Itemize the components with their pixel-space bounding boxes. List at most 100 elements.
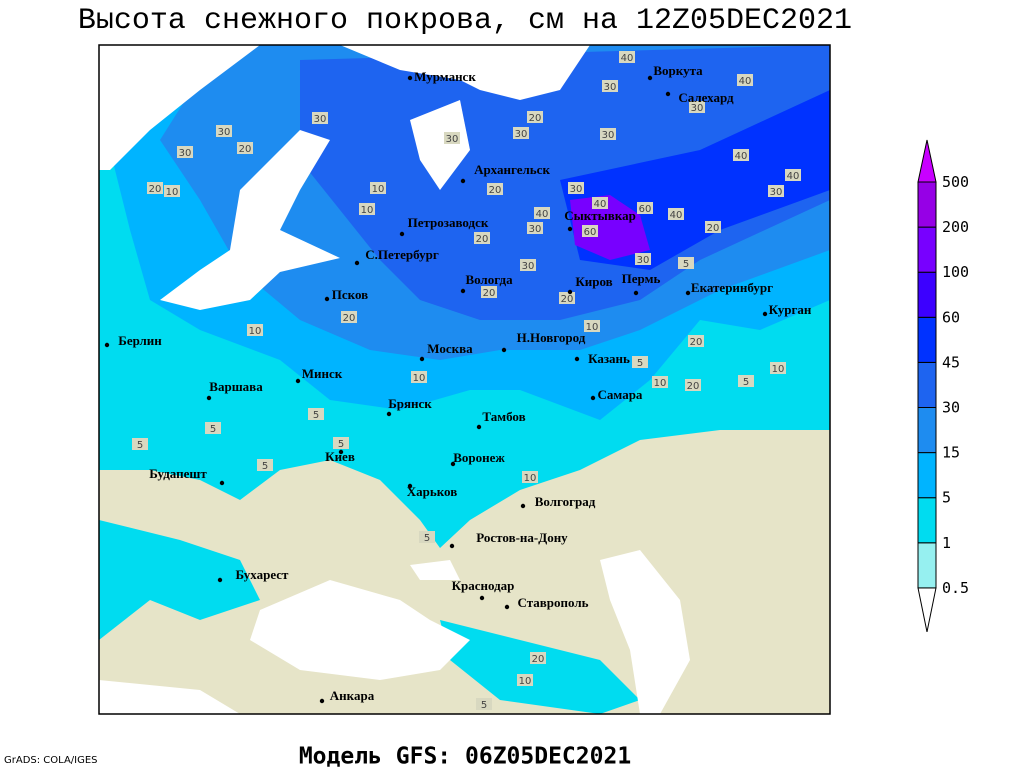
city-label: Бухарест bbox=[236, 567, 290, 582]
contour-label-box bbox=[132, 438, 148, 450]
contour-label-box bbox=[177, 146, 193, 158]
contour-label-box bbox=[411, 371, 427, 383]
colorbar-label: 200 bbox=[942, 218, 969, 236]
contour-label: 20 bbox=[687, 381, 700, 392]
colorbar-band bbox=[917, 452, 937, 499]
city-label: С.Петербург bbox=[365, 247, 439, 262]
contour-label: 30 bbox=[604, 82, 617, 93]
city-label: Харьков bbox=[407, 484, 458, 499]
contour-label-box bbox=[668, 208, 684, 220]
sea bbox=[99, 680, 240, 714]
city-dot bbox=[762, 311, 768, 317]
sea bbox=[340, 45, 590, 100]
city-label: Киров bbox=[575, 274, 612, 289]
colorbar-band bbox=[917, 497, 937, 544]
contour-label: 30 bbox=[314, 114, 327, 125]
contour-label-box bbox=[474, 232, 490, 244]
city-label: Анкара bbox=[330, 688, 375, 703]
city-label: Тамбов bbox=[482, 409, 525, 424]
contour-label: 40 bbox=[536, 209, 549, 220]
contour-label-box bbox=[770, 362, 786, 374]
contour-label-box bbox=[517, 674, 533, 686]
contour-label: 20 bbox=[532, 654, 545, 665]
contour-label: 30 bbox=[515, 129, 528, 140]
contour-label: 5 bbox=[137, 440, 143, 451]
contour-label-box bbox=[738, 375, 754, 387]
sea bbox=[410, 560, 460, 580]
colorbar-band bbox=[917, 181, 937, 228]
contour-label: 30 bbox=[529, 224, 542, 235]
contour-label-box bbox=[559, 292, 575, 304]
city-label: Курган bbox=[769, 302, 812, 317]
colorbar-triangle bbox=[917, 587, 937, 633]
contour-label-box bbox=[308, 408, 324, 420]
contour-label: 20 bbox=[690, 337, 703, 348]
contour-label: 20 bbox=[561, 294, 574, 305]
city-dot bbox=[665, 91, 671, 97]
contour-label-box bbox=[678, 257, 694, 269]
colorbar-band bbox=[917, 542, 937, 589]
city-dot bbox=[407, 483, 413, 489]
city-label: Воркута bbox=[653, 63, 703, 78]
contour-label: 5 bbox=[481, 700, 487, 711]
contour-label-box bbox=[632, 356, 648, 368]
contour-label: 10 bbox=[524, 473, 537, 484]
colorbar-label: 15 bbox=[942, 444, 960, 462]
city-dot bbox=[520, 503, 526, 509]
title: Высота снежного покрова, см на 12Z05DEC2… bbox=[78, 4, 852, 38]
city-label: Екатеринбург bbox=[691, 280, 773, 295]
contour-label-box bbox=[637, 202, 653, 214]
contour-label: 20 bbox=[476, 234, 489, 245]
contour-label-box bbox=[164, 185, 180, 197]
city-dot bbox=[407, 75, 413, 81]
contour-label-box bbox=[341, 311, 357, 323]
contour-label-box bbox=[582, 225, 598, 237]
contour-label: 30 bbox=[602, 130, 615, 141]
city-dot bbox=[319, 698, 325, 704]
colorbar-triangle bbox=[917, 139, 937, 183]
contour-label: 40 bbox=[735, 151, 748, 162]
colorbar-label: 0.5 bbox=[942, 579, 969, 597]
snow-area bbox=[440, 620, 640, 714]
city-label: Краснодар bbox=[452, 578, 515, 593]
city-label: Минск bbox=[302, 366, 343, 381]
city-dot bbox=[295, 378, 301, 384]
city-label: Волгоград bbox=[535, 494, 596, 509]
contour-label-box bbox=[584, 320, 600, 332]
city-label: Салехард bbox=[678, 90, 734, 105]
city-label: Вологда bbox=[465, 272, 513, 287]
contour-label-box bbox=[689, 101, 705, 113]
contour-label: 10 bbox=[772, 364, 785, 375]
city-label: Архангельск bbox=[474, 162, 550, 177]
contour-label: 60 bbox=[584, 227, 597, 238]
contour-label: 10 bbox=[166, 187, 179, 198]
contour-label: 30 bbox=[218, 127, 231, 138]
contour-label: 20 bbox=[149, 184, 162, 195]
sea bbox=[160, 130, 340, 310]
colorbar-band bbox=[917, 407, 937, 454]
contour-label: 10 bbox=[654, 378, 667, 389]
contour-label: 30 bbox=[179, 148, 192, 159]
contour-label: 5 bbox=[338, 439, 344, 450]
contour-label: 30 bbox=[770, 187, 783, 198]
colorbar-label: 500 bbox=[942, 173, 969, 191]
colorbar-band bbox=[917, 271, 937, 318]
city-dot bbox=[460, 288, 466, 294]
contour-label-box bbox=[444, 132, 460, 144]
contour-label-box bbox=[705, 221, 721, 233]
colorbar-label: 60 bbox=[942, 308, 960, 326]
city-dot bbox=[567, 226, 573, 232]
contour-label-box bbox=[592, 197, 608, 209]
contour-label: 5 bbox=[210, 424, 216, 435]
contour-label-box bbox=[785, 169, 801, 181]
contour-label-box bbox=[685, 379, 701, 391]
contour-label-box bbox=[513, 127, 529, 139]
city-label: Варшава bbox=[209, 379, 263, 394]
city-label: Будапешт bbox=[149, 466, 207, 481]
contour-label-box bbox=[520, 259, 536, 271]
city-dot bbox=[219, 480, 225, 486]
contour-label: 20 bbox=[483, 288, 496, 299]
contour-label-box bbox=[568, 182, 584, 194]
